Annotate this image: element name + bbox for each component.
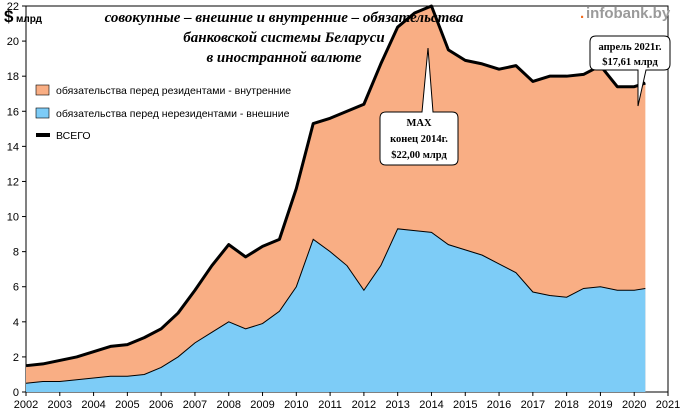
max-callout: MAX конец 2014г. $22,00 млрд bbox=[379, 47, 459, 166]
y-tick-label: 10 bbox=[7, 212, 19, 224]
x-tick-label: 2010 bbox=[284, 399, 308, 411]
chart-axes: 0 2 4 6 8 10 12 14 16 18 20 22 2002 2003 2004 2005 2006 2… bbox=[7, 1, 680, 411]
y-tick-label: 2 bbox=[13, 352, 19, 364]
unit-label: млрд bbox=[16, 14, 43, 25]
x-tick-label: 2008 bbox=[216, 399, 240, 411]
x-tick-label: 2018 bbox=[554, 399, 578, 411]
x-tick-label: 2011 bbox=[318, 399, 342, 411]
logo-dot: . bbox=[580, 5, 584, 22]
area-external bbox=[26, 228, 646, 392]
last-callout-line-1: апрель 2021г. bbox=[599, 42, 662, 53]
y-tick-label: 18 bbox=[7, 71, 19, 83]
unit-symbol: $ bbox=[4, 7, 14, 26]
x-tick-label: 2016 bbox=[487, 399, 511, 411]
x-tick-label: 2007 bbox=[183, 399, 207, 411]
x-tick-label: 2015 bbox=[453, 399, 477, 411]
last-callout: апрель 2021г. $17,61 млрд bbox=[589, 35, 671, 107]
line-total bbox=[25, 4, 646, 368]
x-tick-label: 2004 bbox=[81, 399, 105, 411]
x-tick-label: 2020 bbox=[622, 399, 646, 411]
max-callout-box bbox=[379, 47, 459, 166]
legend: обязательства перед резидентами - внутре… bbox=[35, 84, 291, 142]
chart-title-line-3: в иностранной валюте bbox=[206, 50, 361, 66]
last-callout-line-2: $17,61 млрд bbox=[602, 57, 658, 68]
legend-label-external: обязательства перед нерезидентами - внеш… bbox=[56, 108, 290, 120]
chart-areas bbox=[25, 4, 646, 392]
y-tick-label: 4 bbox=[13, 317, 19, 329]
y-tick-label: 16 bbox=[7, 106, 19, 118]
x-tick-label: 2006 bbox=[149, 399, 173, 411]
y-tick-label: 0 bbox=[13, 387, 19, 399]
y-tick-label: 22 bbox=[7, 1, 19, 13]
y-tick-label: 20 bbox=[7, 36, 19, 48]
x-tick-label: 2009 bbox=[250, 399, 274, 411]
chart-title-line-1: совокупные – внешние и внутренние – обяз… bbox=[105, 10, 464, 26]
y-tick-label: 12 bbox=[7, 176, 19, 188]
max-callout-line-1: MAX bbox=[406, 118, 431, 129]
x-tick-label: 2017 bbox=[521, 399, 545, 411]
x-tick-label: 2013 bbox=[385, 399, 409, 411]
legend-swatch-external bbox=[35, 107, 50, 119]
max-callout-line-3: $22,00 млрд bbox=[391, 150, 447, 161]
last-callout-box bbox=[589, 35, 671, 107]
max-callout-line-2: конец 2014г. bbox=[390, 134, 448, 145]
x-tick-label: 2019 bbox=[588, 399, 612, 411]
y-tick-label: 14 bbox=[7, 141, 19, 153]
chart-title-line-2: банковской системы Беларуси bbox=[183, 30, 384, 46]
y-tick-label: 8 bbox=[13, 247, 19, 259]
legend-swatch-internal bbox=[35, 84, 50, 96]
y-tick-label: 6 bbox=[13, 282, 19, 294]
x-tick-label: 2012 bbox=[352, 399, 376, 411]
x-tick-label: 2005 bbox=[115, 399, 139, 411]
x-tick-label: 2021 bbox=[656, 399, 680, 411]
legend-label-internal: обязательства перед резидентами - внутре… bbox=[56, 85, 291, 97]
x-tick-label: 2003 bbox=[48, 399, 72, 411]
x-tick-label: 2002 bbox=[14, 399, 38, 411]
legend-label-total: ВСЕГО bbox=[56, 130, 91, 142]
x-tick-label: 2014 bbox=[419, 399, 443, 411]
logo-text: infobank.by bbox=[586, 5, 671, 22]
line-external bbox=[25, 228, 646, 384]
